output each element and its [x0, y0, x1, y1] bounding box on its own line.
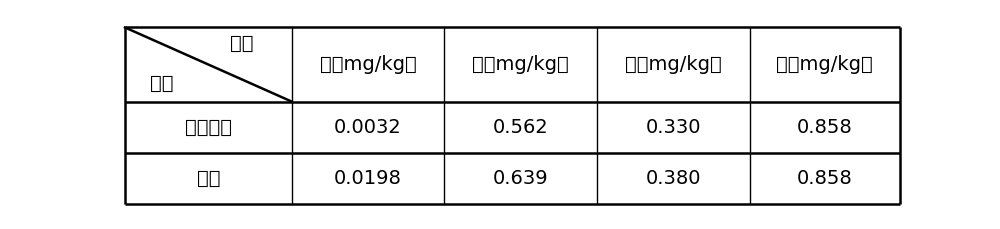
Text: 0.0198: 0.0198 — [334, 169, 402, 188]
Text: 施消毒剂: 施消毒剂 — [185, 118, 232, 137]
Text: 0.639: 0.639 — [493, 169, 548, 188]
Text: 不施: 不施 — [197, 169, 220, 188]
Text: 铅（mg/kg）: 铅（mg/kg） — [625, 55, 722, 74]
Text: 0.330: 0.330 — [646, 118, 701, 137]
Text: 0.858: 0.858 — [797, 169, 853, 188]
Text: 处理: 处理 — [150, 74, 173, 93]
Text: 铜（mg/kg）: 铜（mg/kg） — [776, 55, 873, 74]
Text: 项目: 项目 — [230, 34, 253, 53]
Text: 0.0032: 0.0032 — [334, 118, 402, 137]
Text: 镝（mg/kg）: 镝（mg/kg） — [320, 55, 416, 74]
Text: 0.380: 0.380 — [646, 169, 701, 188]
Text: 铬（mg/kg）: 铬（mg/kg） — [472, 55, 569, 74]
Text: 0.562: 0.562 — [493, 118, 549, 137]
Text: 0.858: 0.858 — [797, 118, 853, 137]
